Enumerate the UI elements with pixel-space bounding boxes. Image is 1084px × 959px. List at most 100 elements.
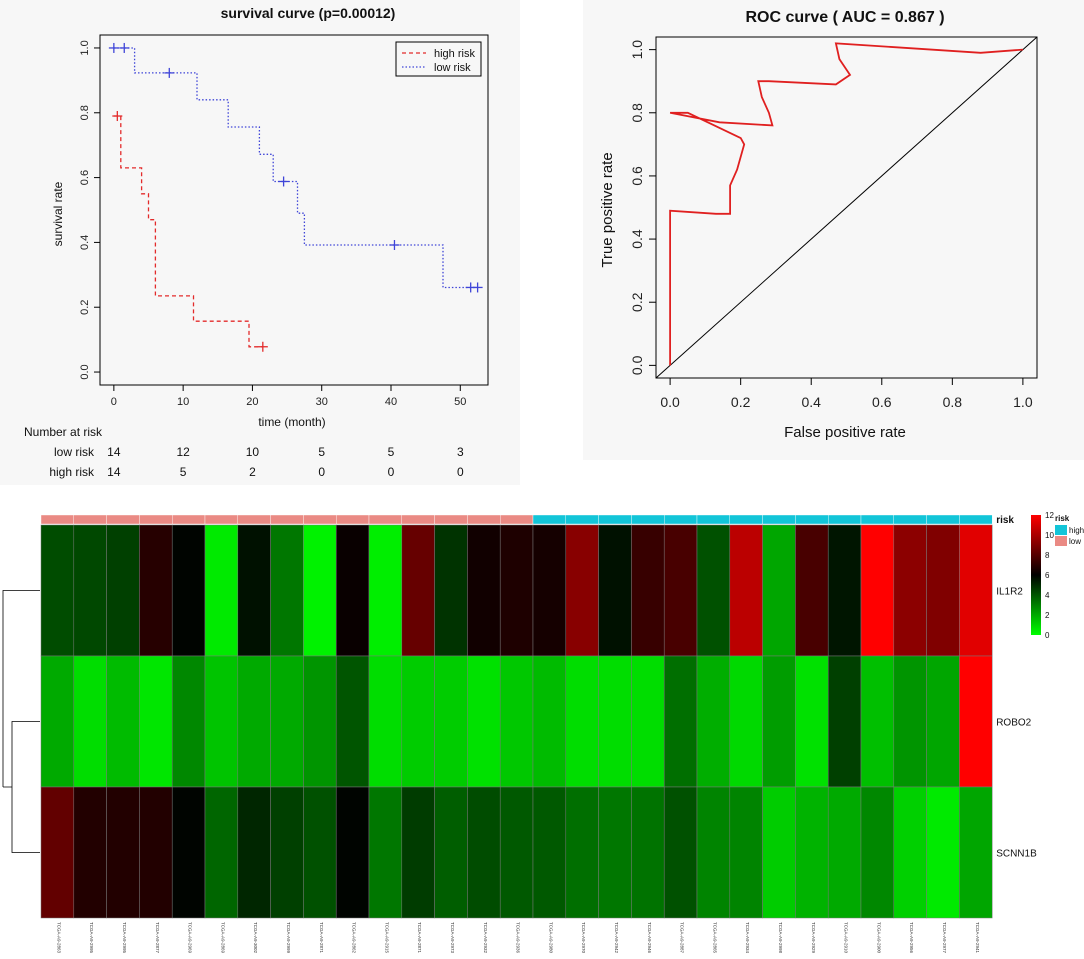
heatmap-cell [139, 786, 173, 919]
heatmap-column-label: TCGA-A9-2887 [680, 922, 685, 954]
risk-table-cell: 12 [176, 445, 190, 459]
heatmap-cell [598, 786, 632, 919]
roc-curve [669, 42, 1023, 366]
heatmap-column-label: TCGA-A9-2942 [614, 922, 619, 954]
risk-bar-cell [270, 514, 304, 525]
risk-bar-cell [500, 514, 534, 525]
heatmap-cell [73, 524, 107, 657]
roc-x-tick-label: 0.6 [872, 394, 892, 410]
heatmap-column-label: TCGA-A9-2999 [286, 922, 291, 954]
heatmap-column-label: TCGA-A9-2862 [352, 922, 357, 954]
heatmap-cell [795, 786, 829, 919]
risk-annotation-bar: risk [40, 514, 1014, 526]
heatmap-cell [762, 524, 796, 657]
heatmap-cell [565, 524, 599, 657]
risk-table-cell: 0 [457, 465, 464, 479]
heatmap-cell [532, 655, 567, 788]
heatmap-column-label: TCGA-A9-2973 [450, 922, 455, 954]
heatmap-column-label: TCGA-A9-2946 [647, 922, 652, 954]
heatmap-cell [631, 655, 665, 788]
km-x-tick-label: 0 [111, 396, 117, 408]
roc-y-tick-label: 0.2 [629, 292, 645, 312]
heatmap-cell [860, 524, 895, 657]
km-x-axis-label: time (month) [258, 415, 325, 429]
km-plot-area [99, 34, 489, 386]
risk-bar-cell [893, 514, 927, 525]
heatmap-cell [631, 524, 665, 657]
heatmap-cell [204, 655, 239, 788]
km-legend-label: low risk [434, 62, 471, 74]
heatmap-cell [795, 524, 829, 657]
risk-legend-label: high [1069, 526, 1084, 535]
color-scale-bar [1031, 515, 1041, 635]
heatmap-cell [368, 655, 403, 788]
km-legend-box [395, 41, 482, 77]
heatmap-cell [499, 786, 534, 919]
heatmap-cell [959, 524, 993, 657]
heatmap-cell [237, 786, 271, 919]
heatmap-column-label: TCGA-A9-2977 [942, 922, 947, 954]
heatmap-cell [401, 524, 435, 657]
risk-table-cell: 14 [107, 465, 121, 479]
heatmap-column-label: TCGA-A9-2941 [975, 922, 980, 954]
color-scale-tick-label: 6 [1045, 571, 1050, 580]
heatmap-legend: 0 2 4 6 8 10 12 risk high low [1031, 511, 1084, 640]
heatmap-cell [598, 524, 632, 657]
heatmap-column-label: TCGA-A9-2871 [417, 922, 422, 954]
km-series-high-risk [113, 115, 263, 348]
heatmap-cell [237, 524, 271, 657]
risk-bar-cell [73, 514, 107, 525]
heatmap-cell [598, 655, 632, 788]
risk-bar-cell [139, 514, 173, 525]
row-dendrogram [2, 590, 40, 853]
km-chart: survival curve (p=0.00012) 0 10 20 30 40 500.… [24, 5, 489, 479]
heatmap-column-label: TCGA-A9-2998 [778, 922, 783, 954]
roc-chart: ROC curve ( AUC = 0.867 ) 0.0 0.2 0.4 0.6 0.… [599, 9, 1038, 441]
risk-bar-cell [565, 514, 599, 525]
roc-x-tick-label: 1.0 [1013, 394, 1033, 410]
km-censor-mark [119, 42, 130, 53]
risk-table-cell: 5 [318, 445, 325, 459]
heatmap-cell [237, 655, 271, 788]
color-scale-tick-label: 2 [1045, 611, 1050, 620]
risk-table-cell: 0 [318, 465, 325, 479]
heatmap-column-label: TCGA-A9-2900 [876, 922, 881, 954]
risk-legend-title: risk [1055, 514, 1070, 523]
heatmap-cell [335, 786, 370, 919]
heatmap-cell [434, 786, 468, 919]
heatmap-row-label: ROBO2 [996, 718, 1031, 729]
km-censor-mark [389, 240, 400, 250]
heatmap-cell [368, 786, 403, 919]
heatmap-cell [40, 786, 75, 919]
risk-table-cell: 10 [246, 445, 260, 459]
heatmap-cell [827, 524, 862, 657]
heatmap-column-label: TCGA-A9-2956 [909, 922, 914, 954]
heatmap-cell [795, 655, 829, 788]
heatmap-cells [40, 524, 993, 919]
heatmap-cell [762, 655, 796, 788]
km-censor-mark [472, 282, 483, 293]
km-y-tick-label: 1.0 [79, 40, 91, 55]
heatmap-cell [303, 655, 337, 788]
heatmap-cell [532, 786, 567, 919]
km-y-tick-label: 0.6 [79, 170, 91, 185]
km-title: survival curve (p=0.00012) [221, 5, 396, 21]
risk-table-cell: 5 [388, 445, 395, 459]
roc-y-tick-label: 0.6 [629, 166, 645, 186]
risk-bar-cell [467, 514, 501, 525]
heatmap-cell [73, 655, 107, 788]
roc-y-tick-label: 0.8 [629, 103, 645, 123]
color-scale-tick-label: 4 [1045, 591, 1050, 600]
risk-bar-cell [401, 514, 435, 525]
heatmap-cell [270, 655, 304, 788]
heatmap-cell [73, 786, 107, 919]
km-x-tick-label: 40 [385, 396, 397, 408]
heatmap-cell [106, 655, 140, 788]
risk-legend-swatch [1055, 525, 1067, 535]
heatmap-column-label: TCGA-A9-2995 [89, 922, 94, 954]
risk-table: Number at risk low risk 14 12 10 5 5 3 high risk… [24, 425, 464, 479]
heatmap-cell [565, 786, 599, 919]
heatmap-cell [270, 786, 304, 919]
risk-bar-cell [532, 514, 566, 525]
risk-table-row-label: high risk [49, 465, 95, 479]
